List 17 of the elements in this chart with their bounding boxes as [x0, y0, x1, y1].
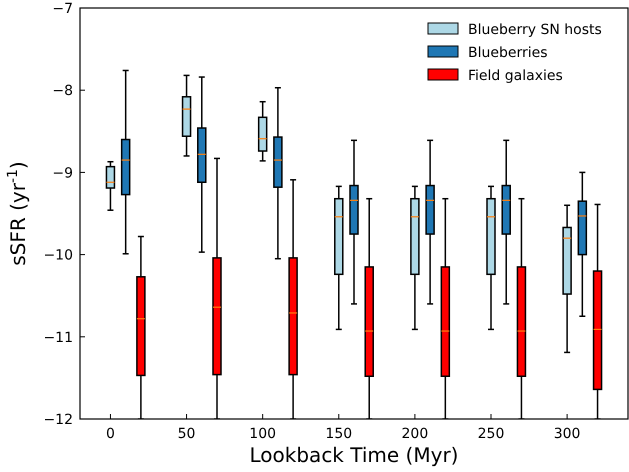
x-tick-label: 200 — [402, 426, 428, 442]
y-tick-label: −9 — [52, 165, 73, 182]
x-tick-label: 250 — [478, 426, 504, 442]
y-tick-label: −7 — [52, 1, 73, 17]
x-axis-title: Lookback Time (Myr) — [250, 443, 458, 467]
x-tick-label: 150 — [325, 426, 352, 442]
y-tick-label: −10 — [43, 248, 73, 264]
x-tick-label: 300 — [554, 426, 580, 442]
y-tick-label: −11 — [43, 330, 73, 346]
x-tick-label: 100 — [249, 426, 276, 442]
x-tick-label: 50 — [178, 426, 196, 442]
legend-label: Field galaxies — [468, 68, 563, 84]
y-tick-label: −8 — [52, 83, 73, 100]
legend-label: Blueberry SN hosts — [468, 22, 602, 38]
legend-label: Blueberries — [468, 45, 548, 61]
y-tick-label: −12 — [43, 412, 73, 428]
x-tick-label: 0 — [106, 426, 115, 442]
